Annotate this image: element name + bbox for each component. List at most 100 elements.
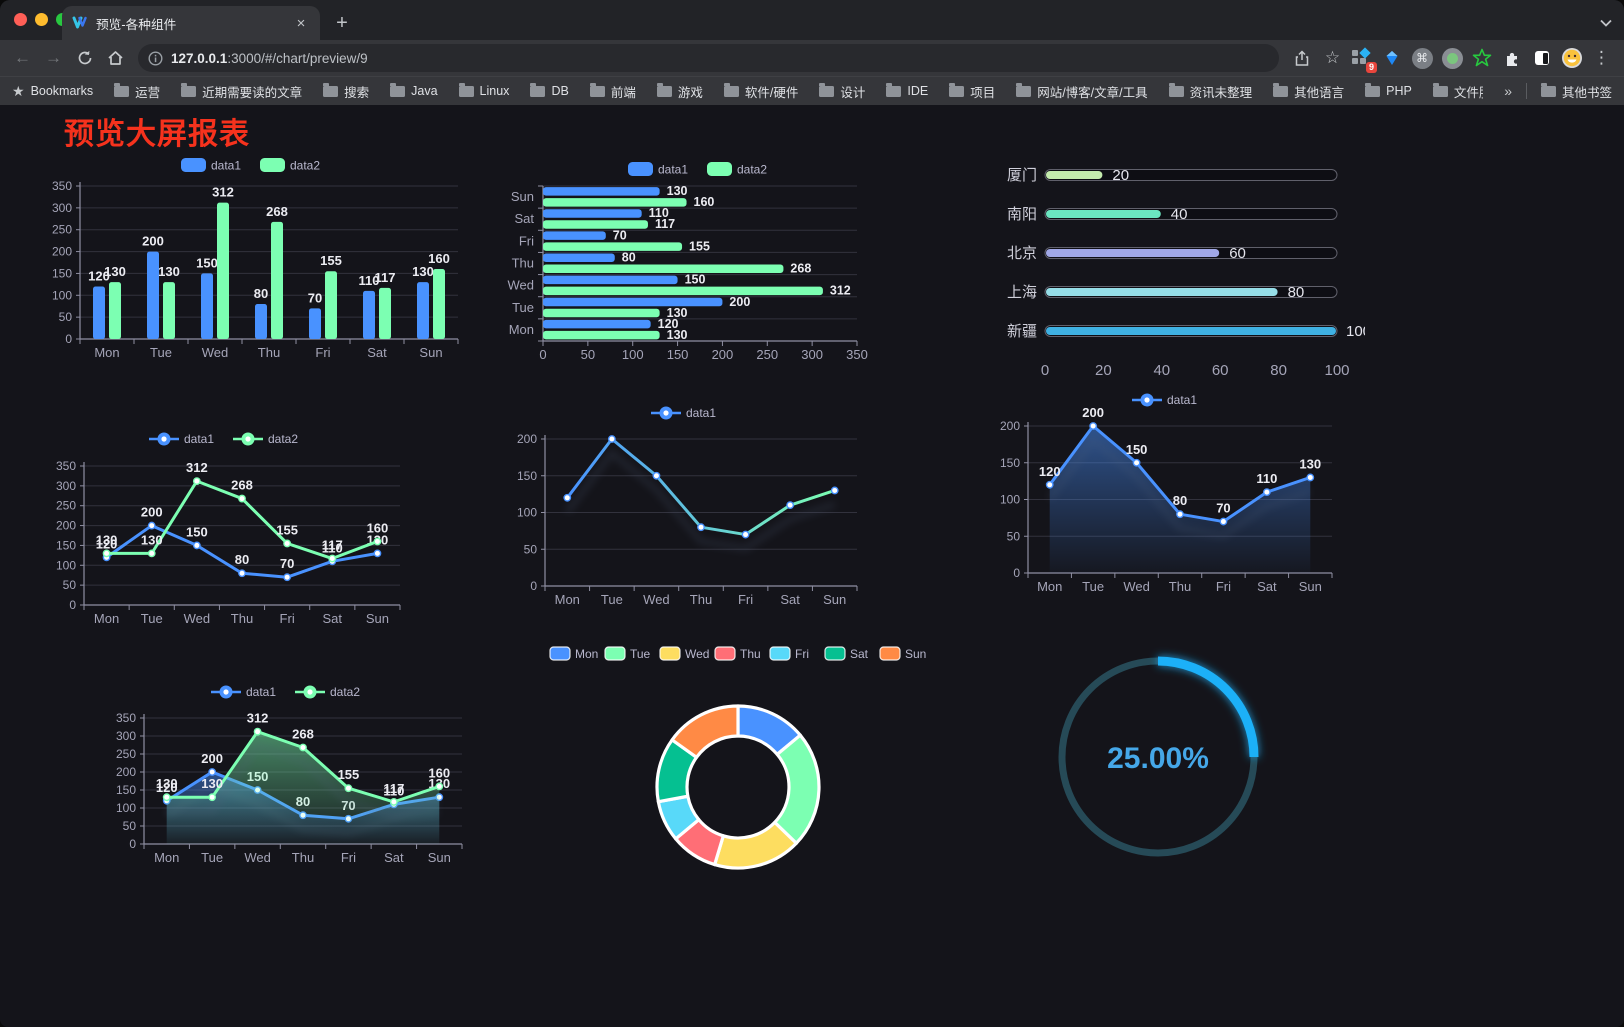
bookmark-folder-item[interactable]: 前端 xyxy=(589,82,636,101)
browser-menu-icon[interactable]: ⋮ xyxy=(1593,48,1610,67)
svg-text:250: 250 xyxy=(52,223,72,237)
bookmark-folder-item[interactable]: 搜索 xyxy=(323,82,369,101)
svg-text:Wed: Wed xyxy=(202,345,229,360)
svg-text:0: 0 xyxy=(129,837,136,851)
svg-text:100: 100 xyxy=(1000,493,1020,507)
svg-text:150: 150 xyxy=(196,255,218,270)
back-button[interactable]: ← xyxy=(14,48,31,67)
bookmarks-star-icon: ★ xyxy=(12,82,25,99)
svg-text:110: 110 xyxy=(649,206,669,220)
folder-icon xyxy=(1273,82,1289,97)
double-area-chart[interactable]: 0 50 100 150 200 250 300 350 Mon Tue Wed Thu Fri Sat S… xyxy=(100,677,476,889)
bookmark-folder-label: 资讯未整理 xyxy=(1189,85,1253,100)
bookmark-folder-item[interactable]: 设计 xyxy=(819,82,865,101)
bookmark-folder-item[interactable]: IDE xyxy=(886,82,929,98)
url-bar[interactable]: 127.0.0.1:3000/#/chart/preview/9 xyxy=(138,44,1279,72)
command-extension-icon[interactable]: ⌘ xyxy=(1409,45,1435,71)
city-progress-chart[interactable]: 厦门 20 南阳 40 北京 60 上海 80 新疆 100 0 20 40 60 80 100 xyxy=(993,157,1365,385)
emoji-extension-icon[interactable] xyxy=(1559,45,1585,71)
svg-text:300: 300 xyxy=(56,479,76,493)
multi-line-chart[interactable]: 0 50 100 150 200 250 300 350 Mon Tue Wed Thu Fri Sat S… xyxy=(40,427,412,641)
donut-chart[interactable]: Mon Tue Wed Thu Fri Sat Sun xyxy=(542,637,934,917)
bookmarks-right-group: » 其他书签 xyxy=(1504,82,1612,101)
other-bookmarks-folder[interactable]: 其他书签 xyxy=(1540,82,1612,101)
share-button[interactable] xyxy=(1287,44,1316,73)
bookmark-folder-item[interactable]: 游戏 xyxy=(656,82,703,101)
site-info-icon[interactable] xyxy=(148,50,163,66)
bookmark-folder-item[interactable]: DB xyxy=(530,82,569,98)
tab-close-icon[interactable]: × xyxy=(296,14,306,32)
bookmark-folder-item[interactable]: 近期需要读的文章 xyxy=(181,82,302,101)
svg-text:130: 130 xyxy=(1299,456,1321,471)
svg-text:新疆: 新疆 xyxy=(1007,323,1037,340)
reload-button[interactable] xyxy=(70,44,99,73)
home-button[interactable] xyxy=(101,44,130,73)
bookmark-folder-item[interactable]: 文件服务器 xyxy=(1432,82,1483,101)
svg-text:80: 80 xyxy=(1173,493,1187,508)
bookmark-folder-item[interactable]: 运营 xyxy=(114,82,160,101)
tab-overflow-chevron-icon[interactable] xyxy=(1600,14,1612,32)
svg-text:80: 80 xyxy=(235,552,249,567)
svg-text:60: 60 xyxy=(1212,362,1229,379)
bookmarks-manager-item[interactable]: ★ Bookmarks xyxy=(12,83,93,100)
gauge-chart[interactable]: 25.00% xyxy=(1038,639,1278,879)
bookmark-star-button[interactable]: ☆ xyxy=(1324,48,1341,67)
new-tab-button[interactable]: + xyxy=(336,11,348,34)
bookmarks-overflow-chevron[interactable]: » xyxy=(1504,83,1512,99)
svg-text:120: 120 xyxy=(156,780,178,795)
tab-title: 预览-各种组件 xyxy=(96,17,177,32)
bookmark-folder-item[interactable]: PHP xyxy=(1365,82,1412,98)
bookmark-folder-label: IDE xyxy=(907,84,929,98)
close-window-button[interactable] xyxy=(14,13,27,26)
url-text: 127.0.0.1:3000/#/chart/preview/9 xyxy=(171,51,368,66)
bookmark-folder-item[interactable]: 项目 xyxy=(949,82,995,101)
minimize-window-button[interactable] xyxy=(35,13,48,26)
green-star-extension-icon[interactable] xyxy=(1469,45,1495,71)
bookmark-folder-label: Linux xyxy=(479,84,510,98)
svg-text:155: 155 xyxy=(276,522,298,537)
svg-text:80: 80 xyxy=(1288,284,1305,301)
svg-text:Tue: Tue xyxy=(1082,579,1104,594)
folder-icon xyxy=(530,82,546,97)
extensions-puzzle-icon[interactable] xyxy=(1499,45,1525,71)
bookmark-folder-item[interactable]: 网站/博客/文章/工具 xyxy=(1016,82,1148,101)
svg-text:200: 200 xyxy=(729,295,750,309)
svg-text:Fri: Fri xyxy=(280,611,295,626)
svg-text:150: 150 xyxy=(186,524,208,539)
svg-text:117: 117 xyxy=(383,781,404,796)
svg-text:Mon: Mon xyxy=(94,611,119,626)
forward-button[interactable]: → xyxy=(45,48,62,67)
split-screen-extension-icon[interactable] xyxy=(1529,45,1555,71)
svg-text:40: 40 xyxy=(1153,362,1170,379)
svg-text:100: 100 xyxy=(52,288,72,302)
svg-text:data2: data2 xyxy=(737,163,767,177)
svg-text:155: 155 xyxy=(338,767,360,782)
gem-extension-icon[interactable] xyxy=(1379,45,1405,71)
svg-text:20: 20 xyxy=(1095,362,1112,379)
svg-text:Tue: Tue xyxy=(201,850,223,865)
svg-text:200: 200 xyxy=(52,245,72,259)
bookmark-folder-label: 软件/硬件 xyxy=(744,85,799,100)
grouped-bar-chart[interactable]: 0 50 100 150 200 250 300 350 Mon Tue Wed Thu Fri Sat S… xyxy=(38,149,468,367)
svg-text:data1: data1 xyxy=(658,163,688,177)
gradient-line-chart[interactable]: 0 50 100 150 200 Mon Tue Wed Thu Fri Sat Sun data1 xyxy=(501,397,871,611)
svg-text:130: 130 xyxy=(158,264,180,279)
svg-text:Thu: Thu xyxy=(690,592,712,607)
record-extension-icon[interactable] xyxy=(1439,45,1465,71)
area-line-chart[interactable]: 0 50 100 150 200 Mon Tue Wed Thu Fri Sat Sun 120 200 1… xyxy=(986,387,1348,595)
bookmark-folder-label: 游戏 xyxy=(677,85,703,100)
svg-text:Sat: Sat xyxy=(514,211,534,226)
browser-tab[interactable]: 预览-各种组件 × xyxy=(62,6,320,40)
svg-text:Wed: Wed xyxy=(508,278,535,293)
bookmark-folder-item[interactable]: 其他语言 xyxy=(1273,82,1344,101)
svg-text:Fri: Fri xyxy=(795,647,809,661)
svg-text:Thu: Thu xyxy=(512,256,534,271)
folder-icon xyxy=(949,82,965,97)
bookmark-folder-item[interactable]: Linux xyxy=(458,82,510,98)
svg-text:100: 100 xyxy=(56,558,76,572)
bookmark-folder-item[interactable]: 软件/硬件 xyxy=(723,82,799,101)
bookmark-folder-item[interactable]: Java xyxy=(390,82,438,98)
bookmark-folder-item[interactable]: 资讯未整理 xyxy=(1168,82,1253,101)
extension-grid-icon[interactable]: 9 xyxy=(1349,45,1377,73)
horizontal-bar-chart[interactable]: 0 50 100 150 200 250 300 350 Mon 120 130 Tue 200 130 W… xyxy=(503,151,897,367)
